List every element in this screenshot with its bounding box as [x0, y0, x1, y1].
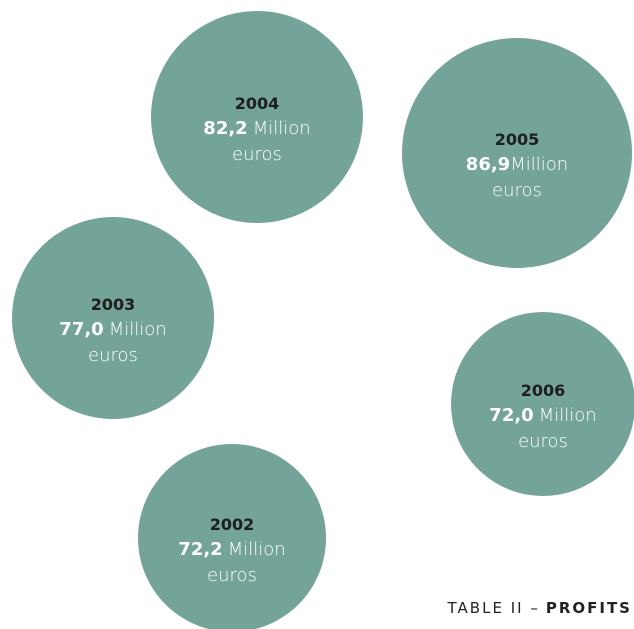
bubble-value: 77,0 Million	[59, 319, 166, 340]
bubble-year: 2006	[521, 381, 566, 400]
bubble-year: 2004	[235, 94, 280, 113]
value-unit: Million	[253, 118, 311, 139]
bubble: 2006 72,0 Million euros	[451, 312, 634, 496]
bubble-value: 72,0 Million	[489, 405, 596, 426]
bubble-circle	[151, 11, 363, 223]
value-unit: Million	[109, 319, 167, 340]
value-number: 86,9	[466, 154, 510, 175]
bubble-value: 86,9Million	[466, 154, 568, 175]
bubble-unit: euros	[518, 431, 568, 452]
value-number: 72,2	[178, 539, 222, 560]
bubble: 2005 86,9Million euros	[402, 38, 632, 268]
title-main: PROFITS	[546, 599, 632, 617]
value-unit: Million	[510, 154, 568, 175]
value-number: 77,0	[59, 319, 103, 340]
bubble-unit: euros	[207, 565, 257, 586]
bubble: 2003 77,0 Million euros	[12, 217, 214, 419]
bubble-circle	[402, 38, 632, 268]
bubble-unit: euros	[232, 144, 282, 165]
bubble-unit: euros	[492, 180, 542, 201]
value-number: 82,2	[203, 118, 247, 139]
bubble-circle	[12, 217, 214, 419]
bubble-circle	[138, 444, 326, 629]
bubble: 2004 82,2 Million euros	[151, 11, 363, 223]
bubble-year: 2005	[495, 130, 540, 149]
bubble-value: 72,2 Million	[178, 539, 285, 560]
title: TABLE II – PROFITS	[447, 599, 632, 617]
bubble-value: 82,2 Million	[203, 118, 310, 139]
value-unit: Million	[228, 539, 286, 560]
value-unit: Million	[539, 405, 597, 426]
bubble-year: 2003	[91, 295, 136, 314]
title-prefix: TABLE II –	[447, 599, 540, 617]
bubble-circle	[451, 312, 634, 496]
bubble-unit: euros	[88, 345, 138, 366]
bubble-year: 2002	[210, 515, 255, 534]
bubble: 2002 72,2 Million euros	[138, 444, 326, 629]
value-number: 72,0	[489, 405, 533, 426]
